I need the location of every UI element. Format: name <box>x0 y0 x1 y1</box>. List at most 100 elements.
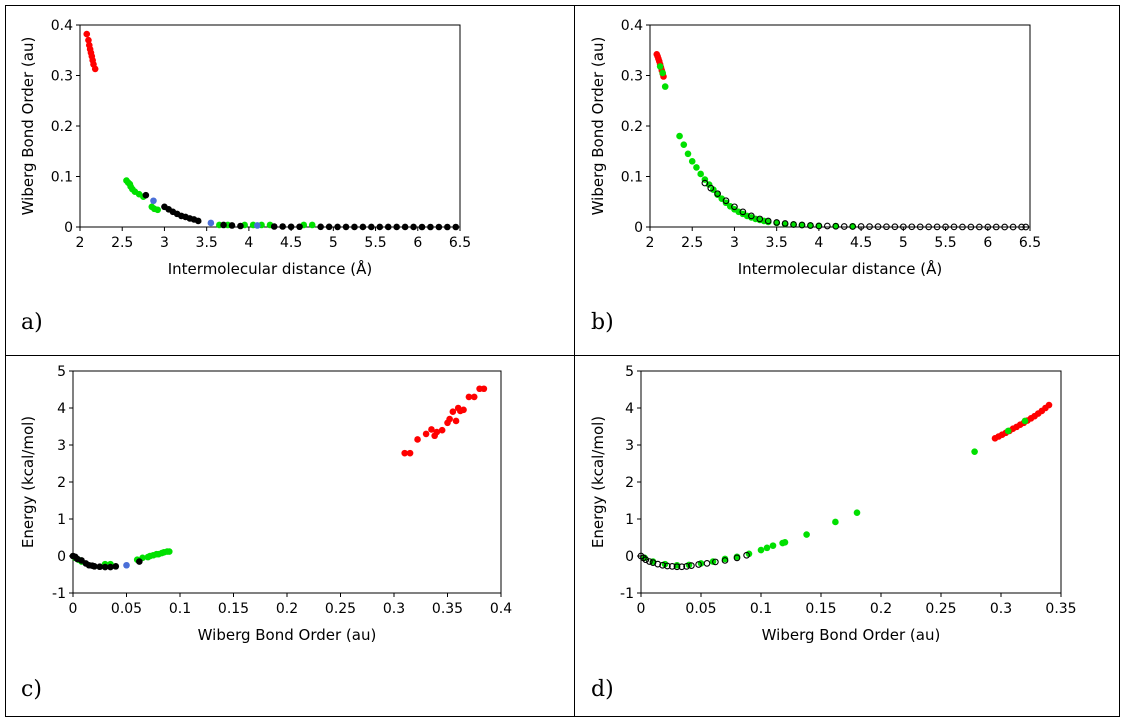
data-point <box>287 223 295 231</box>
x-axis-label-c: Wiberg Bond Order (au) <box>198 626 377 644</box>
data-point <box>992 223 1000 231</box>
y-tick-label-b: 0 <box>634 220 643 236</box>
x-tick-label-a: 6 <box>413 235 422 251</box>
series-c-2 <box>69 552 143 571</box>
data-point <box>123 561 130 569</box>
data-point <box>840 223 848 230</box>
y-tick-label-d: 5 <box>625 364 634 380</box>
data-point <box>96 563 104 571</box>
data-point <box>376 223 384 231</box>
data-point <box>866 223 873 230</box>
data-point <box>351 223 358 231</box>
data-point <box>228 222 236 229</box>
data-point <box>899 223 907 231</box>
data-point <box>254 222 261 229</box>
data-point <box>790 221 797 228</box>
data-point <box>857 223 865 230</box>
chart-panel-a: 2 2.5 3 3.5 4 4.5 5 5.5 6 6.5 0 0.1 0.2 0.3 0.4 Intermo… <box>5 5 575 355</box>
data-point <box>832 518 839 526</box>
data-point <box>697 170 704 178</box>
y-tick-label-d: 3 <box>625 438 634 454</box>
data-point <box>701 179 709 187</box>
data-point <box>342 223 350 231</box>
data-point <box>823 222 831 230</box>
x-tick-label-c: 0.1 <box>169 601 191 617</box>
figure-frame <box>5 5 1120 717</box>
data-point <box>194 217 202 225</box>
data-point <box>950 223 958 231</box>
y-axis-label-b: Wiberg Bond Order (au) <box>589 37 607 216</box>
y-tick-label-b: 0.3 <box>621 69 643 85</box>
data-point <box>136 558 143 565</box>
y-tick-label-c: 0 <box>57 549 66 565</box>
data-point <box>668 563 676 570</box>
data-point <box>883 223 890 231</box>
data-point <box>428 426 435 433</box>
data-point <box>166 548 173 555</box>
x-tick-label-a: 4 <box>244 235 253 251</box>
x-axis-label-d: Wiberg Bond Order (au) <box>762 626 941 644</box>
data-point <box>654 560 662 568</box>
y-tick-label-d: 1 <box>625 512 634 528</box>
y-axis-label-a: Wiberg Bond Order (au) <box>19 37 37 216</box>
data-point <box>733 554 741 562</box>
data-point <box>695 561 702 568</box>
data-point <box>803 531 810 538</box>
x-axis-label-a: Intermolecular distance (Å) <box>168 259 372 278</box>
plot-area-d <box>640 370 1062 594</box>
data-point <box>465 393 473 401</box>
data-point <box>449 408 457 415</box>
data-point <box>714 190 721 198</box>
y-tick-label-a: 0 <box>64 220 73 236</box>
x-tick-label-c: 0.2 <box>276 601 298 617</box>
data-point <box>154 206 161 214</box>
data-point <box>967 223 975 231</box>
data-point <box>1022 223 1030 231</box>
data-point <box>908 223 916 231</box>
data-point <box>91 563 98 570</box>
data-point <box>678 563 686 571</box>
data-point <box>410 223 417 231</box>
data-point <box>773 219 781 226</box>
data-point <box>853 509 861 517</box>
data-point <box>401 223 409 231</box>
x-tick-label-c: 0.35 <box>432 601 463 617</box>
x-tick-label-b: 2.5 <box>681 235 703 251</box>
x-tick-label-d: 0.05 <box>685 601 716 617</box>
panel-label-a: a) <box>21 310 43 335</box>
data-point <box>393 223 400 231</box>
y-tick-label-c: 1 <box>57 512 66 528</box>
y-tick-label-b: 0.1 <box>621 170 643 186</box>
x-tick-label-b: 6 <box>983 235 992 251</box>
x-tick-label-a: 2 <box>76 235 85 251</box>
data-point <box>763 544 771 552</box>
x-tick-label-b: 4 <box>814 235 823 251</box>
data-point <box>807 222 814 229</box>
data-point <box>721 555 729 563</box>
x-tick-label-a: 3.5 <box>196 235 218 251</box>
data-point <box>435 223 443 231</box>
chart-panel-c: 0 0.05 0.1 0.15 0.2 0.25 0.3 0.35 0.4 -1 0 1 2 3 4 5 Wib… <box>5 356 575 706</box>
data-point <box>1018 223 1025 231</box>
y-tick-label-a: 0.4 <box>51 18 73 34</box>
x-tick-label-a: 3 <box>160 235 169 251</box>
data-point <box>874 223 882 230</box>
x-tick-label-b: 3 <box>730 235 739 251</box>
data-point <box>401 449 409 457</box>
data-point <box>807 222 814 229</box>
chart-panel-d: 0 0.05 0.1 0.15 0.2 0.25 0.3 0.35 -1 0 1 2 3 4 5 Wiberg… <box>575 356 1127 706</box>
y-tick-label-c: -1 <box>52 586 66 602</box>
plot-area-b <box>649 24 1031 228</box>
data-point <box>431 432 438 440</box>
panel-label-c: c) <box>21 677 42 702</box>
data-point <box>452 223 460 231</box>
x-tick-label-d: 0.2 <box>870 601 892 617</box>
x-axis-label-b: Intermolecular distance (Å) <box>738 259 942 278</box>
data-point <box>427 223 434 231</box>
data-point <box>798 221 806 229</box>
data-point <box>642 556 650 564</box>
data-point <box>721 557 729 564</box>
series-b-1 <box>656 63 856 230</box>
x-tick-label-c: 0.05 <box>111 601 142 617</box>
data-point <box>368 223 375 231</box>
